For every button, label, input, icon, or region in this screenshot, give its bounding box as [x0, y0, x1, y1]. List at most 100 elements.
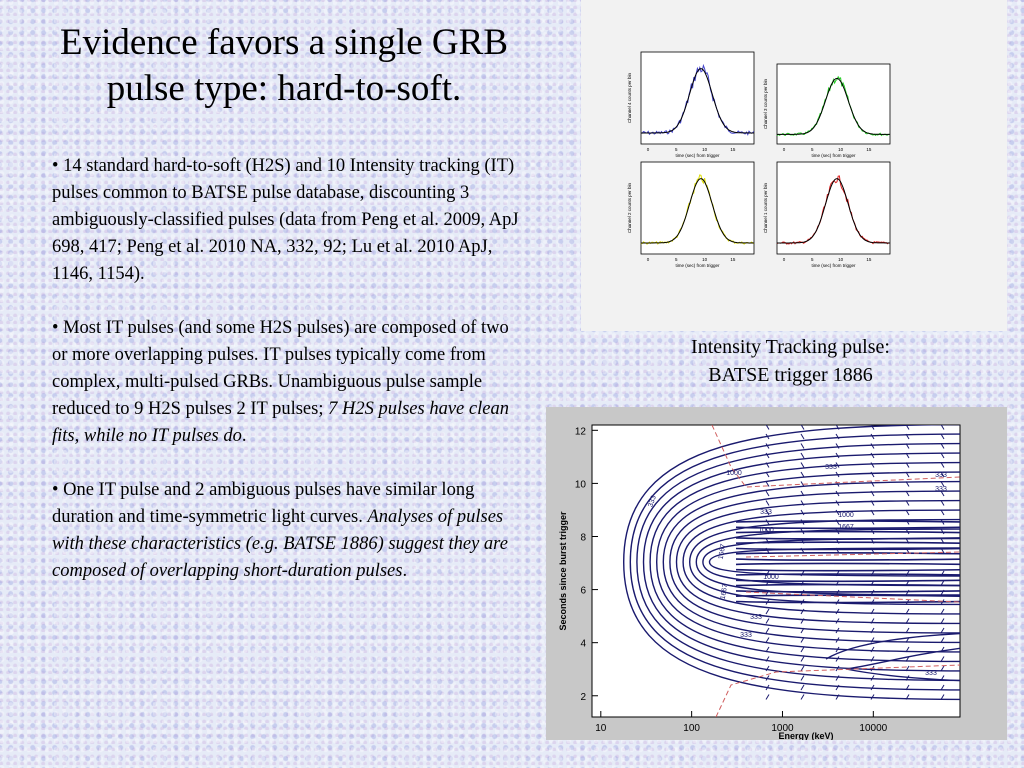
contour-tick — [870, 433, 875, 440]
fit-line — [715, 664, 960, 717]
bullet-1-text: • 14 standard hard-to-soft (H2S) and 10 … — [52, 156, 519, 284]
x-tick-label: 15 — [730, 257, 736, 262]
contour-tick — [870, 627, 875, 634]
x-tick-label: 5 — [675, 257, 678, 262]
panel-frame — [640, 51, 755, 145]
contour-tick — [800, 490, 805, 497]
contour-tick — [940, 452, 945, 459]
x-tick-label: 5 — [811, 257, 814, 262]
contour-band — [735, 558, 960, 561]
contour-tick — [940, 656, 945, 662]
contour-band — [735, 541, 960, 544]
contour-band — [735, 573, 960, 576]
contour-tick — [940, 433, 945, 440]
contour-tick — [765, 481, 770, 487]
contour-band — [735, 590, 960, 593]
contour-tick — [835, 452, 840, 459]
bullet-1: • 14 standard hard-to-soft (H2S) and 10 … — [52, 153, 522, 288]
contour-tick — [835, 694, 840, 700]
contour-tick — [835, 425, 840, 430]
contour-tick — [835, 627, 840, 634]
light-curve-fit — [777, 77, 890, 135]
contour-tick — [800, 618, 805, 624]
contour-tick — [835, 675, 840, 681]
contour-tick — [800, 462, 805, 468]
y-tick-label: 6 — [580, 586, 586, 597]
contour-label: 1000 — [758, 527, 774, 534]
contour-tick — [870, 618, 875, 624]
contour-lines: 1000 333 333 333 1000 333 1667 1000 1000 1667 1667… — [622, 425, 960, 717]
contour-tick — [905, 481, 910, 487]
contour-line — [682, 509, 960, 615]
y-tick-label: 2 — [580, 692, 586, 703]
contour-tick — [765, 608, 770, 615]
x-tick-label: 0 — [647, 257, 650, 262]
contour-tick — [905, 665, 910, 672]
contour-tick — [870, 425, 875, 430]
y-axis-label: Channel 2 counts per bin — [627, 182, 632, 233]
contour-tick — [905, 509, 910, 516]
contour-label: 333 — [750, 614, 762, 621]
contour-tick — [765, 618, 770, 624]
contour-tick — [940, 462, 945, 468]
contour-tick — [870, 637, 875, 643]
contour-line — [629, 433, 960, 691]
contour-tick — [870, 684, 875, 691]
caption-line-1: Intensity Tracking pulse: — [691, 336, 890, 358]
contour-tick — [800, 500, 805, 506]
contour-tick — [940, 618, 945, 624]
y-axis-label: Channel 3 counts per bin — [763, 78, 768, 129]
fit-line — [745, 591, 960, 603]
contour-band — [735, 594, 960, 597]
contour-band — [735, 568, 960, 572]
contour-tick — [940, 608, 945, 615]
contour-tick — [800, 425, 805, 430]
contour-tick — [905, 684, 910, 691]
contour-tick — [870, 443, 875, 449]
contour-tick — [800, 637, 805, 643]
x-tick-label: 0 — [783, 257, 786, 262]
contour-label: 333 — [740, 632, 752, 639]
bullet-2-tail: . — [241, 426, 247, 446]
contour-tick — [800, 608, 805, 615]
x-axis-label: time (sec) from trigger — [811, 153, 856, 158]
contour-tick — [905, 694, 910, 700]
contour-tick — [835, 684, 840, 691]
contour-tick — [800, 656, 805, 662]
contour-label: 1000 — [763, 574, 779, 581]
contour-label: 1667 — [718, 543, 728, 560]
title-line-1: Evidence favors a single GRB — [60, 22, 508, 63]
contour-tick — [870, 471, 875, 478]
contour-band — [735, 583, 960, 587]
contour-tick — [835, 471, 840, 478]
contour-tick — [870, 490, 875, 497]
contour-line — [655, 471, 960, 653]
contour-tick — [835, 646, 840, 653]
contour-tick — [765, 694, 770, 700]
contour-tick — [940, 684, 945, 691]
contour-tick — [870, 675, 875, 681]
contour-tick — [870, 462, 875, 468]
light-curve-panels: 0 5 10 15 time (sec) from trigger Channel 4 c… — [627, 51, 891, 268]
contour-tick — [905, 425, 910, 430]
x-tick-label: 0 — [783, 147, 786, 152]
contour-line — [675, 499, 960, 625]
light-curve-figure: 0 5 10 15 time (sec) from trigger Channel 4 c… — [581, 0, 1007, 331]
contour-tick — [870, 481, 875, 487]
x-axis-label: time (sec) from trigger — [675, 153, 720, 158]
contour-tick — [905, 433, 910, 440]
contour-label: 1667 — [838, 524, 854, 531]
contour-line — [695, 528, 960, 596]
contour-tick — [940, 490, 945, 497]
x-tick-label: 10000 — [859, 723, 887, 734]
contour-tick — [765, 500, 770, 506]
contour-label: 333 — [935, 472, 947, 479]
contour-tick — [905, 675, 910, 681]
contour-tick — [940, 509, 945, 516]
y-tick-label: 8 — [580, 532, 586, 543]
contour-figure: 10 100 1000 10000 2 4 6 8 10 12 Energy (keV) Second… — [546, 407, 1007, 741]
light-curve-panel-1: 0 5 10 15 time (sec) from trigger Channel 4 c… — [627, 51, 755, 158]
panel-frame — [776, 63, 891, 145]
contour-band — [735, 562, 960, 566]
y-axis-label: Seconds since burst trigger — [558, 511, 568, 631]
